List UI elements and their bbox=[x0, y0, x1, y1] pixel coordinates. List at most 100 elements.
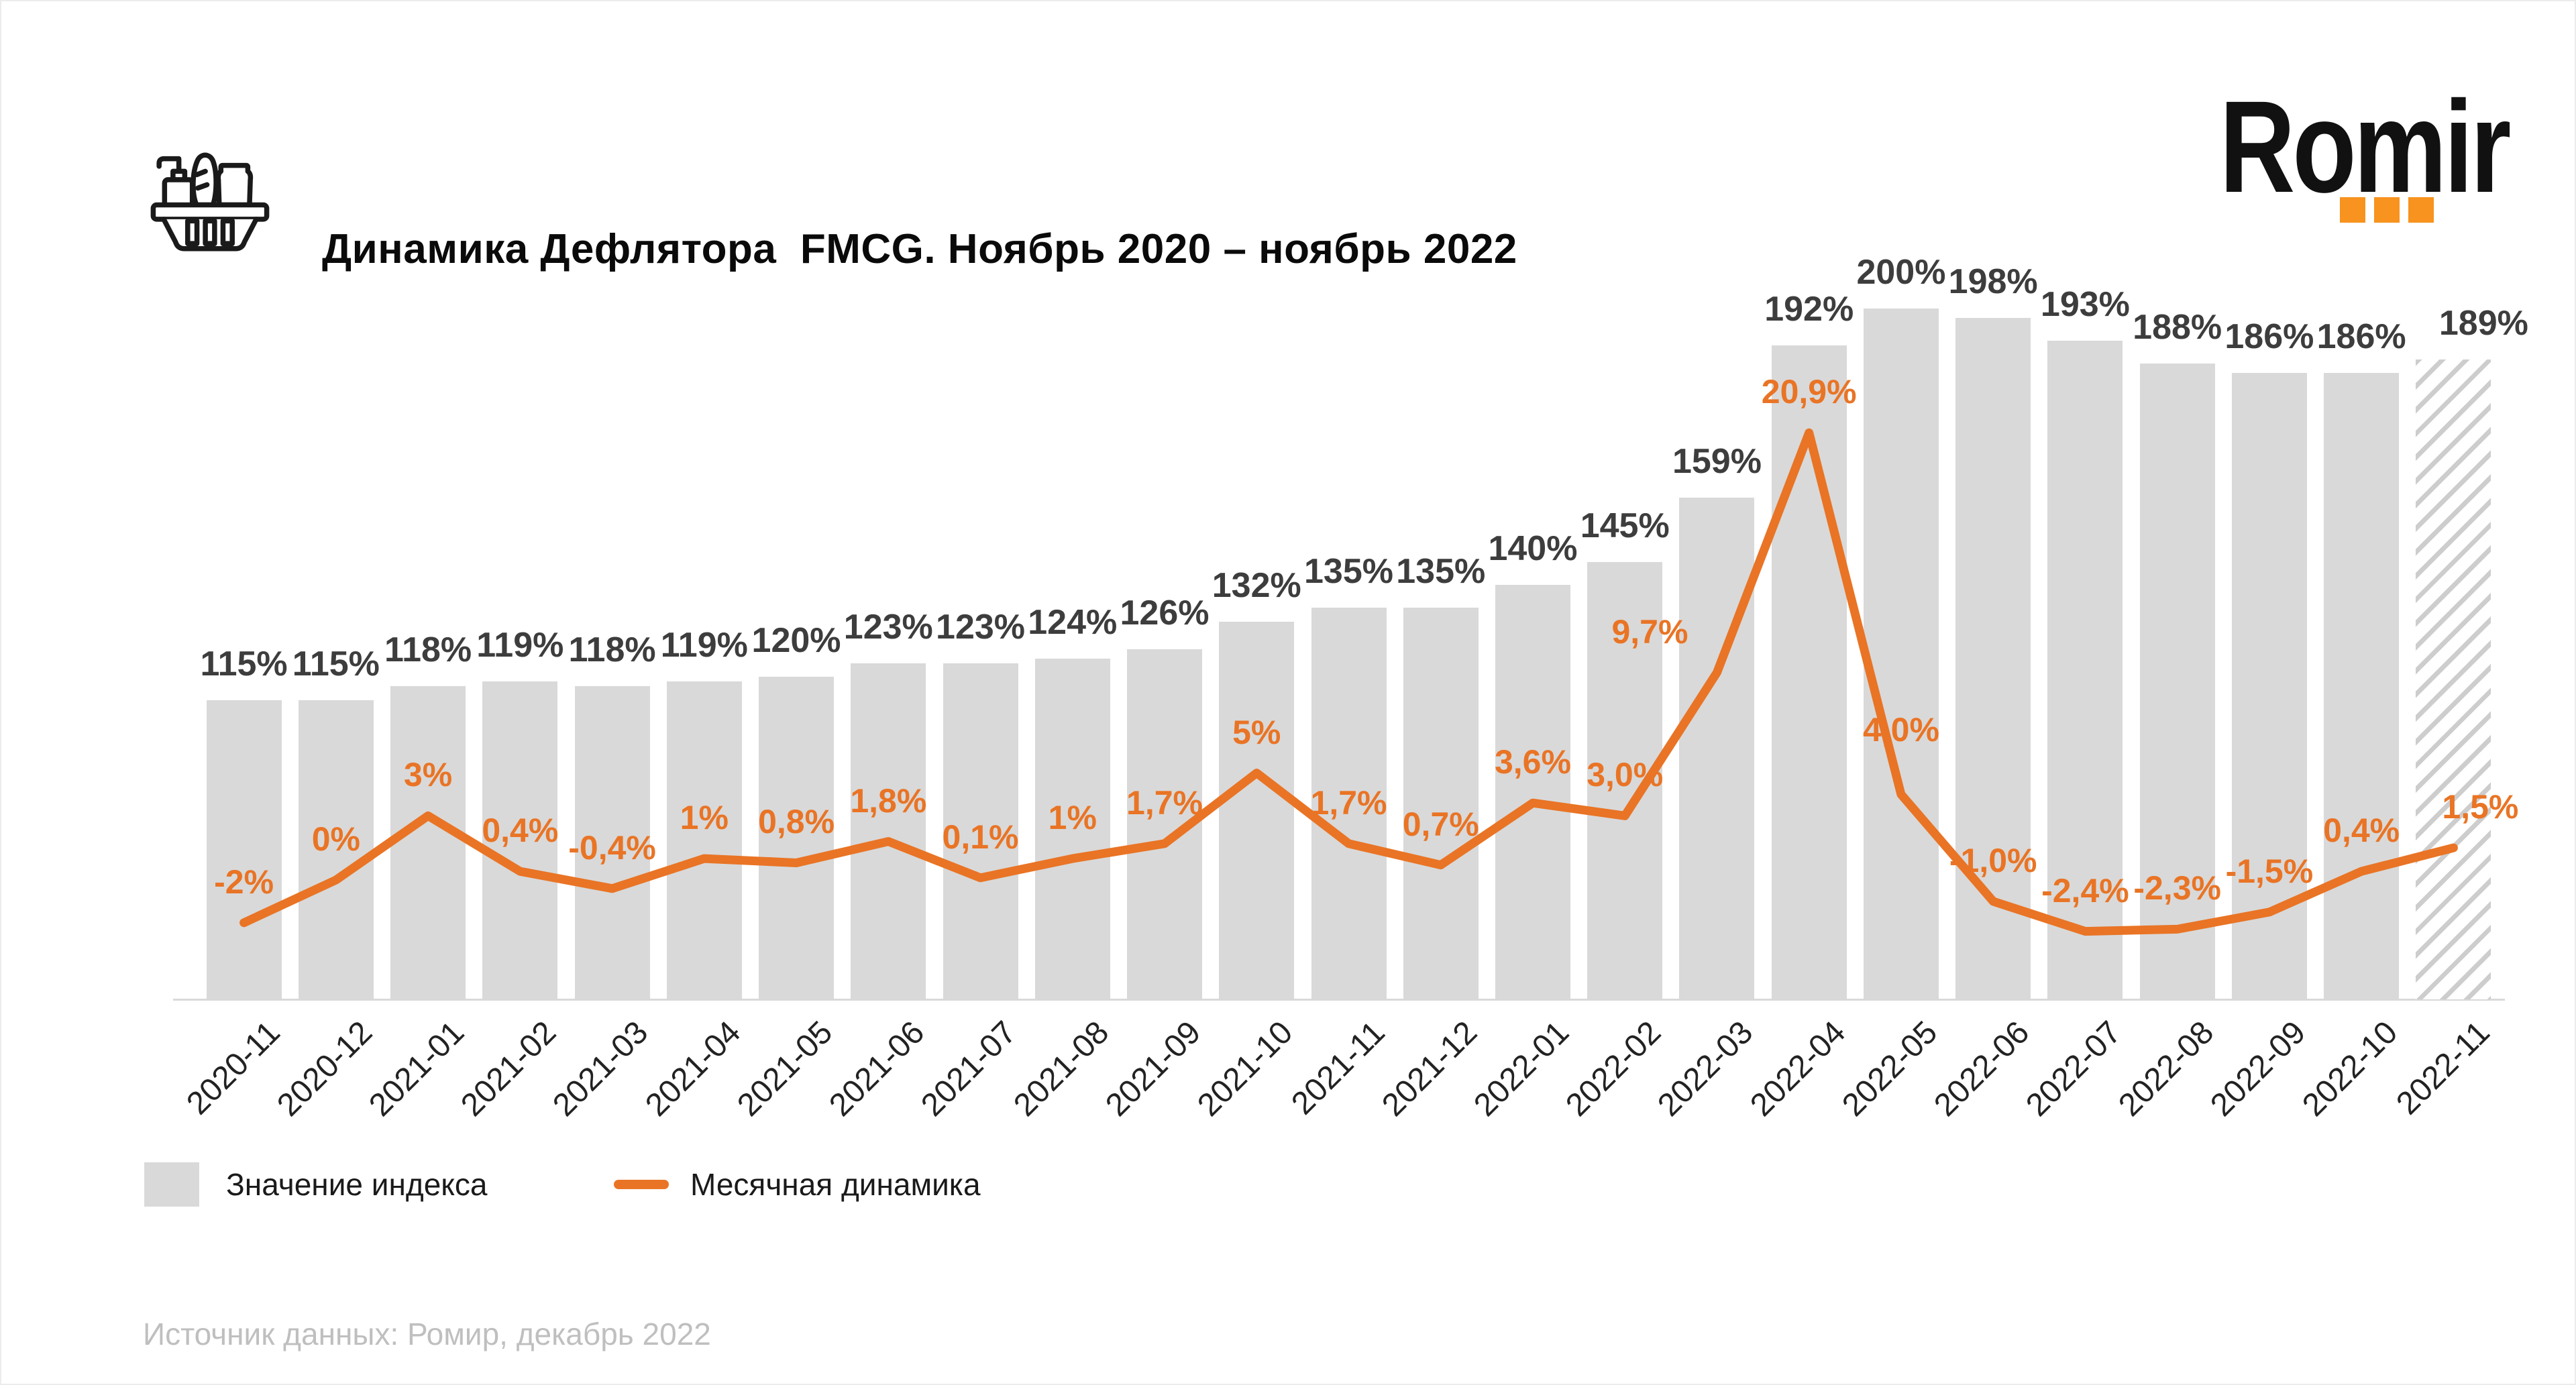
bar-2022-09 bbox=[2231, 373, 2307, 999]
bar-value-label: 135% bbox=[1304, 552, 1393, 592]
line-value-label: 1% bbox=[1048, 799, 1097, 837]
bar-value-label: 200% bbox=[1856, 252, 1946, 292]
romir-logo: Romir bbox=[2106, 0, 2576, 268]
monthly-dynamics-line bbox=[239, 428, 2458, 936]
bar-2021-11 bbox=[1311, 608, 1387, 999]
bar-value-label: 118% bbox=[384, 630, 472, 670]
bar-2022-01 bbox=[1495, 584, 1570, 999]
line-value-label: -1,5% bbox=[2225, 852, 2314, 890]
bar-value-label: 123% bbox=[936, 607, 1026, 647]
chart-plot: 115% 2020-11 115% 2020-12 118% 2021-01 119% 202… bbox=[173, 253, 2528, 1123]
legend-swatch-index-value bbox=[144, 1162, 199, 1207]
line-value-label: 0,7% bbox=[1402, 805, 1479, 843]
line-value-label: 0,8% bbox=[758, 803, 835, 841]
monthly-dynamics-line-layer bbox=[239, 428, 2458, 936]
basket-slat bbox=[220, 218, 235, 246]
bar-value-label: 193% bbox=[2040, 285, 2130, 325]
baguette bbox=[191, 152, 219, 208]
baguette-slash bbox=[194, 168, 208, 178]
bar-value-label: 115% bbox=[292, 644, 380, 683]
page-title: Динамика Дефлятора FMCG. Ноябрь 2020 – н… bbox=[322, 226, 1517, 272]
bar-value-label: 192% bbox=[1764, 289, 1854, 329]
baguette-slash bbox=[195, 182, 210, 191]
bar-value-label: 119% bbox=[476, 626, 564, 665]
line-value-label: -2,3% bbox=[2133, 869, 2221, 907]
bar-2022-03 bbox=[1679, 497, 1755, 999]
bar-2020-11 bbox=[206, 700, 282, 999]
line-value-label: 1,8% bbox=[850, 781, 927, 820]
line-value-label: -0,4% bbox=[568, 828, 656, 867]
line-value-label: 0,4% bbox=[482, 812, 559, 850]
line-value-label: 20,9% bbox=[1761, 373, 1857, 411]
line-value-label: 3,6% bbox=[1494, 743, 1571, 781]
legend-label-monthly-dynamics: Месячная динамика bbox=[690, 1167, 981, 1202]
bar-value-label: 159% bbox=[1672, 441, 1762, 481]
logo-dot bbox=[2408, 197, 2434, 223]
bar-value-label: 198% bbox=[1948, 262, 2038, 301]
bar-value-label: 119% bbox=[660, 626, 748, 665]
bar-2022-06 bbox=[1955, 317, 2031, 999]
bar-2021-05 bbox=[759, 677, 835, 999]
line-value-label: 1,7% bbox=[1126, 783, 1203, 822]
bar-2021-08 bbox=[1034, 658, 1110, 999]
bar-2021-07 bbox=[943, 663, 1018, 999]
bar-value-label: 115% bbox=[200, 644, 288, 683]
bar-2021-01 bbox=[390, 686, 466, 999]
bar-value-label: 189% bbox=[2438, 303, 2528, 343]
milk-jug bbox=[215, 162, 254, 208]
bar-2021-10 bbox=[1219, 621, 1295, 999]
x-axis-line bbox=[173, 999, 2505, 1001]
bar-value-label: 186% bbox=[2316, 317, 2406, 357]
bar-2021-12 bbox=[1403, 608, 1479, 999]
line-value-label: 0,1% bbox=[942, 818, 1019, 856]
bar-value-label: 135% bbox=[1396, 552, 1486, 592]
pump-bottle-arm bbox=[156, 156, 182, 174]
bar-value-label: 132% bbox=[1212, 565, 1301, 605]
line-value-label: 1,5% bbox=[2442, 788, 2519, 826]
line-value-label: 0,4% bbox=[2323, 812, 2400, 850]
bar-2022-08 bbox=[2139, 364, 2215, 999]
line-value-label: -2,4% bbox=[2041, 871, 2129, 909]
line-value-label: 3% bbox=[403, 756, 453, 794]
legend-label-index-value: Значение индекса bbox=[226, 1167, 488, 1202]
bar-value-label: 145% bbox=[1580, 506, 1670, 545]
bar-2021-04 bbox=[666, 681, 742, 999]
basket-rim bbox=[150, 202, 270, 222]
bar-value-label: 120% bbox=[751, 621, 841, 661]
bar-value-label: 123% bbox=[843, 607, 933, 647]
bar-value-label: 188% bbox=[2133, 308, 2222, 347]
legend-swatch-monthly-dynamics bbox=[614, 1180, 669, 1189]
logo-dot bbox=[2340, 197, 2365, 223]
line-value-label: 1% bbox=[680, 799, 729, 837]
line-value-label: 4,0% bbox=[1862, 711, 1939, 749]
line-value-label: 5% bbox=[1232, 713, 1281, 751]
romir-logo-dots-icon bbox=[2340, 197, 2434, 223]
data-source-note: Источник данных: Ромир, декабрь 2022 bbox=[143, 1317, 711, 1351]
bar-value-label: 126% bbox=[1120, 594, 1210, 633]
bar-value-label: 186% bbox=[2224, 317, 2314, 357]
basket-slat bbox=[203, 218, 217, 246]
line-value-label: 3,0% bbox=[1587, 756, 1664, 794]
bar-2021-02 bbox=[482, 681, 558, 999]
bar-value-label: 118% bbox=[568, 630, 656, 670]
bar-value-label: 140% bbox=[1488, 529, 1578, 568]
basket-slat bbox=[185, 218, 200, 246]
bar-2021-03 bbox=[574, 686, 650, 999]
line-value-label: -1,0% bbox=[1949, 841, 2037, 879]
line-value-label: 0% bbox=[311, 820, 360, 858]
bar-2022-04 bbox=[1771, 345, 1847, 999]
bar-2022-05 bbox=[1863, 308, 1939, 999]
line-value-label: 1,7% bbox=[1310, 783, 1387, 822]
pump-bottle-body bbox=[162, 177, 195, 209]
bar-2020-12 bbox=[298, 700, 374, 999]
bar-value-label: 124% bbox=[1028, 602, 1118, 642]
romir-logo-text: Romir bbox=[2219, 74, 2511, 220]
bar-2022-11 bbox=[2416, 359, 2491, 999]
bar-2022-10 bbox=[2324, 373, 2400, 999]
bar-2022-07 bbox=[2047, 341, 2123, 999]
logo-dot bbox=[2374, 197, 2400, 223]
line-value-label: 9,7% bbox=[1611, 612, 1688, 651]
bar-2021-06 bbox=[851, 663, 926, 999]
line-value-label: -2% bbox=[214, 863, 274, 901]
